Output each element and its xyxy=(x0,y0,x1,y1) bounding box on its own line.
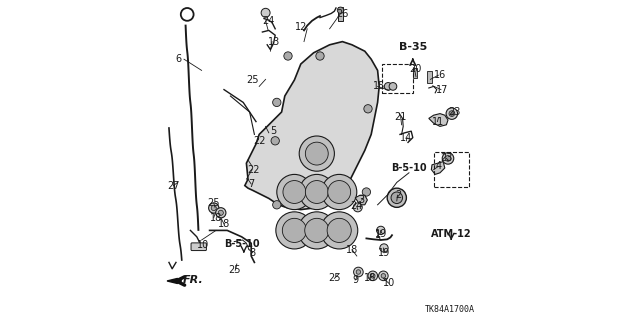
Text: TK84A1700A: TK84A1700A xyxy=(425,305,475,314)
Text: 14: 14 xyxy=(400,132,413,143)
Text: 10: 10 xyxy=(197,240,209,250)
Circle shape xyxy=(322,174,357,210)
Circle shape xyxy=(300,174,335,210)
Text: 24: 24 xyxy=(262,16,275,26)
Circle shape xyxy=(321,212,358,249)
Text: 13: 13 xyxy=(268,36,280,47)
Text: 5: 5 xyxy=(271,126,276,136)
Circle shape xyxy=(353,203,362,212)
Text: 8: 8 xyxy=(250,248,256,258)
Bar xyxy=(428,71,432,83)
Text: 12: 12 xyxy=(294,22,307,32)
Circle shape xyxy=(273,201,281,209)
Circle shape xyxy=(378,271,388,281)
Text: 25: 25 xyxy=(228,265,241,276)
Text: 6: 6 xyxy=(175,54,182,64)
Text: 9: 9 xyxy=(352,275,358,285)
Circle shape xyxy=(389,83,397,90)
Circle shape xyxy=(376,226,385,235)
Text: 24: 24 xyxy=(351,201,363,212)
Circle shape xyxy=(276,174,312,210)
FancyBboxPatch shape xyxy=(191,243,206,251)
Text: 23: 23 xyxy=(440,153,452,164)
Bar xyxy=(338,7,344,21)
Text: 26: 26 xyxy=(336,9,349,20)
Circle shape xyxy=(384,83,392,90)
Text: 19: 19 xyxy=(378,248,390,258)
Circle shape xyxy=(305,180,328,204)
Circle shape xyxy=(282,218,307,243)
Text: B-5-10: B-5-10 xyxy=(391,163,427,173)
Text: 27: 27 xyxy=(167,180,180,191)
Text: ATM-12: ATM-12 xyxy=(431,228,472,239)
Circle shape xyxy=(356,270,361,274)
Circle shape xyxy=(276,212,313,249)
Text: 18: 18 xyxy=(218,219,230,229)
Circle shape xyxy=(368,271,378,281)
Text: 17: 17 xyxy=(436,84,449,95)
Text: 3: 3 xyxy=(358,195,365,205)
Circle shape xyxy=(283,180,306,204)
Circle shape xyxy=(381,274,385,278)
Bar xyxy=(413,68,417,78)
Text: 20: 20 xyxy=(409,64,422,74)
PathPatch shape xyxy=(245,42,380,210)
Circle shape xyxy=(380,244,388,252)
Text: B-35: B-35 xyxy=(399,42,427,52)
Circle shape xyxy=(364,105,372,113)
Circle shape xyxy=(328,180,351,204)
Circle shape xyxy=(261,8,270,17)
Circle shape xyxy=(353,267,364,277)
Circle shape xyxy=(446,108,458,119)
Text: 11: 11 xyxy=(432,116,445,127)
Text: B-5-10: B-5-10 xyxy=(224,239,259,249)
Polygon shape xyxy=(431,162,445,174)
Circle shape xyxy=(298,212,335,249)
Text: 22: 22 xyxy=(247,164,260,175)
Text: 16: 16 xyxy=(434,70,446,80)
Polygon shape xyxy=(429,114,448,126)
Text: 25: 25 xyxy=(246,75,259,85)
Text: 18: 18 xyxy=(346,244,358,255)
Text: 10: 10 xyxy=(383,278,395,288)
Text: 25: 25 xyxy=(207,198,220,208)
Polygon shape xyxy=(355,195,367,205)
Circle shape xyxy=(211,205,216,211)
Circle shape xyxy=(209,203,219,213)
Text: 2: 2 xyxy=(396,190,401,200)
Circle shape xyxy=(284,52,292,60)
Text: 25: 25 xyxy=(328,273,340,284)
Circle shape xyxy=(337,7,344,13)
Circle shape xyxy=(273,98,281,107)
Text: 18: 18 xyxy=(364,273,376,284)
Text: 23: 23 xyxy=(448,107,461,117)
Circle shape xyxy=(449,111,455,116)
Circle shape xyxy=(391,192,403,204)
Circle shape xyxy=(327,218,351,243)
Circle shape xyxy=(316,52,324,60)
Circle shape xyxy=(216,208,226,218)
Text: 7: 7 xyxy=(248,179,254,189)
Circle shape xyxy=(271,137,280,145)
Circle shape xyxy=(387,188,406,207)
Circle shape xyxy=(300,136,335,171)
Circle shape xyxy=(218,210,223,215)
Text: 1: 1 xyxy=(374,230,381,240)
Text: 19: 19 xyxy=(374,228,387,239)
Text: 15: 15 xyxy=(373,81,385,92)
Circle shape xyxy=(445,156,451,161)
Circle shape xyxy=(442,153,454,164)
Text: 22: 22 xyxy=(253,136,266,146)
Circle shape xyxy=(371,274,375,278)
Text: 4: 4 xyxy=(435,161,442,172)
Circle shape xyxy=(305,142,328,165)
Polygon shape xyxy=(167,278,182,284)
Text: FR.: FR. xyxy=(183,275,204,285)
Circle shape xyxy=(305,218,329,243)
Text: 18: 18 xyxy=(210,212,222,223)
Circle shape xyxy=(362,188,371,196)
Text: 21: 21 xyxy=(394,112,407,122)
